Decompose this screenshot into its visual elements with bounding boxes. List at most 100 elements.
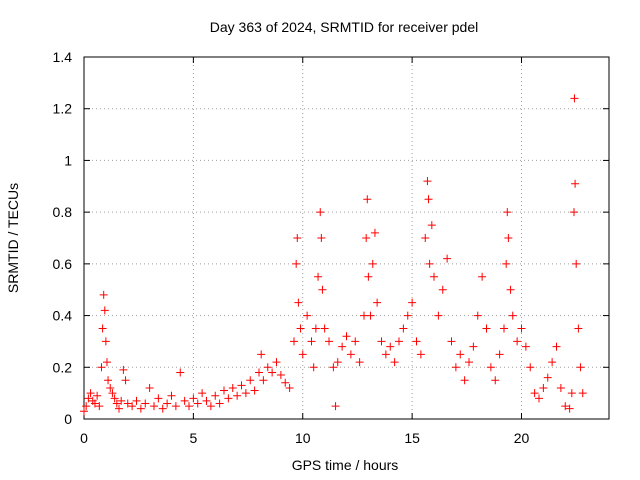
data-point — [517, 324, 526, 333]
x-tick-label: 15 — [404, 430, 420, 446]
data-point — [250, 386, 259, 395]
y-tick-label: 0 — [64, 411, 72, 427]
data-point — [447, 337, 456, 346]
data-point — [167, 391, 176, 400]
data-point — [257, 350, 266, 359]
x-axis-label: GPS time / hours — [292, 457, 399, 473]
data-point — [285, 383, 294, 392]
data-point — [100, 306, 109, 315]
y-tick-label: 0.2 — [53, 359, 73, 375]
data-point — [395, 337, 403, 346]
data-point — [112, 399, 121, 408]
data-point — [427, 221, 436, 230]
data-point — [317, 234, 326, 242]
data-point — [150, 402, 158, 411]
data-point — [101, 337, 110, 346]
data-point — [469, 342, 478, 351]
data-point — [478, 272, 487, 281]
x-tick-label: 0 — [80, 430, 88, 446]
data-point — [176, 368, 185, 377]
data-point — [316, 208, 325, 217]
x-tick-label: 5 — [189, 430, 197, 446]
data-point — [136, 404, 145, 413]
data-point — [281, 378, 290, 387]
data-point — [416, 350, 425, 359]
data-point — [576, 363, 585, 372]
data-point — [346, 350, 355, 359]
data-point — [495, 350, 504, 359]
data-point — [154, 394, 163, 403]
x-tick-label: 20 — [514, 430, 530, 446]
plot-frame — [83, 56, 610, 420]
data-point — [333, 358, 342, 367]
data-point — [486, 363, 495, 372]
data-point — [425, 259, 434, 268]
data-point — [535, 394, 543, 403]
data-point — [552, 342, 561, 351]
y-tick-label: 1.2 — [53, 101, 73, 117]
data-point — [574, 324, 583, 333]
data-point — [355, 358, 364, 367]
data-point — [198, 389, 207, 398]
data-point — [377, 337, 386, 346]
data-point — [104, 376, 113, 385]
data-point — [171, 402, 180, 411]
data-point — [311, 324, 320, 333]
data-point — [307, 337, 316, 346]
data-point — [513, 337, 522, 346]
data-point — [320, 324, 329, 333]
data-point — [202, 396, 211, 405]
data-point — [82, 402, 91, 411]
data-point — [90, 399, 99, 408]
x-tick-label: 10 — [295, 430, 311, 446]
data-point — [434, 311, 443, 320]
data-point — [368, 259, 377, 268]
data-point — [403, 311, 412, 320]
data-point — [119, 365, 128, 374]
data-point — [362, 234, 371, 242]
data-point — [117, 396, 126, 405]
data-point — [185, 402, 193, 411]
y-tick-label: 1.4 — [53, 49, 73, 65]
data-point — [241, 389, 250, 398]
data-point — [298, 350, 307, 359]
data-point — [228, 383, 237, 392]
data-point — [548, 358, 557, 367]
data-point — [246, 376, 255, 385]
data-point — [99, 290, 108, 299]
data-point — [543, 373, 552, 382]
data-point — [578, 389, 587, 398]
data-point — [571, 179, 580, 188]
data-point — [460, 376, 469, 385]
data-point — [508, 311, 517, 320]
data-point — [86, 389, 95, 398]
data-point — [482, 324, 491, 333]
data-point — [331, 402, 340, 411]
data-point — [98, 324, 107, 333]
data-point — [567, 389, 576, 398]
data-point — [84, 394, 93, 403]
grid-lines — [84, 57, 609, 419]
data-point — [123, 399, 132, 408]
data-point — [565, 404, 574, 413]
data-point — [424, 195, 433, 204]
data-point — [451, 363, 460, 372]
data-point — [521, 342, 530, 351]
data-point — [145, 383, 154, 392]
data-point — [189, 394, 198, 403]
data-point — [503, 208, 512, 217]
data-point — [363, 195, 372, 204]
data-point — [412, 337, 421, 346]
data-point — [500, 324, 508, 333]
data-point — [263, 363, 272, 372]
data-point — [342, 332, 351, 341]
data-point — [211, 391, 220, 400]
data-points — [80, 94, 587, 416]
x-axis-ticks: 0 5 10 15 20 — [80, 57, 529, 446]
data-point — [408, 298, 417, 307]
data-point — [465, 358, 473, 367]
data-point — [381, 350, 390, 359]
data-point — [399, 324, 408, 333]
data-point — [329, 363, 338, 372]
data-point — [443, 254, 452, 263]
